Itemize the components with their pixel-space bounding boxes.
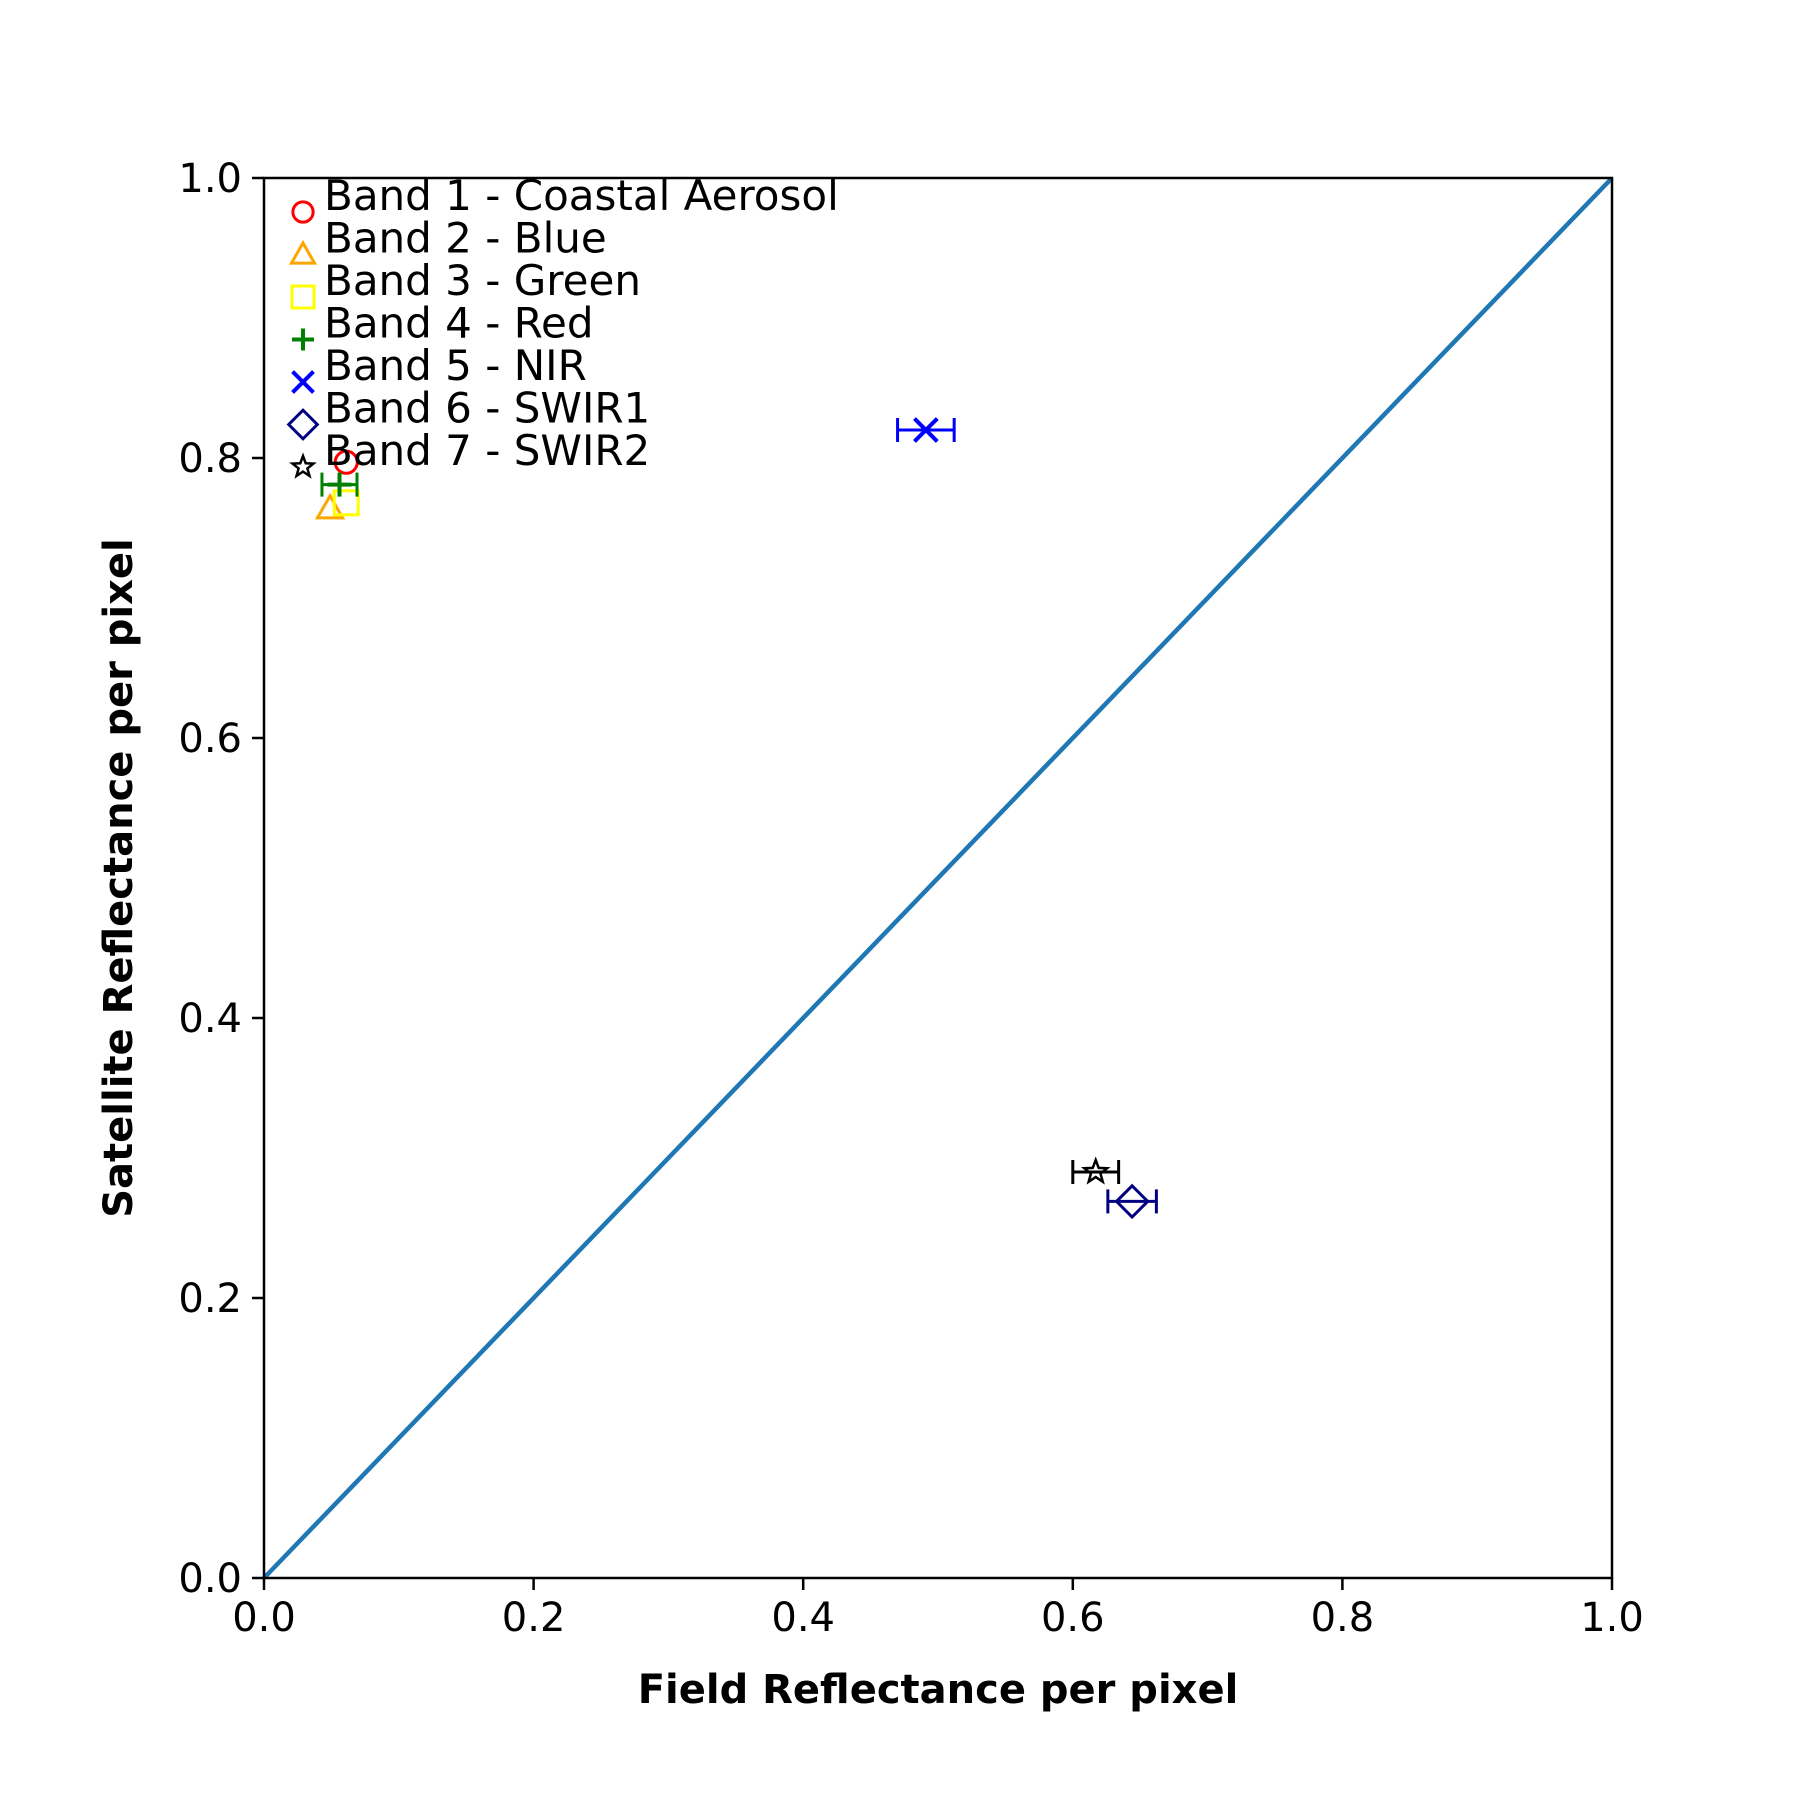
legend-marker-triangle — [288, 239, 318, 265]
data-points-layer — [314, 417, 1158, 1220]
reference-line-layer — [262, 176, 1614, 1580]
y-tick-label: 0.8 — [178, 436, 242, 482]
legend-label: Band 3 - Green — [324, 256, 641, 305]
legend-item-1: Band 1 - Coastal Aerosol — [291, 171, 839, 224]
data-point-1 — [333, 449, 359, 475]
legend-marker-x — [291, 370, 315, 394]
data-point-2 — [314, 492, 346, 520]
y-axis-label: Satellite Reflectance per pixel — [96, 538, 142, 1218]
marker-x — [913, 417, 939, 443]
legend-item-5: Band 5 - NIR — [291, 341, 587, 394]
legend-label: Band 4 - Red — [324, 299, 594, 348]
data-point-4 — [320, 472, 359, 497]
y-tick-label: 1.0 — [178, 156, 242, 202]
y-tick-label: 0.4 — [178, 996, 242, 1042]
marker-diamond — [1114, 1183, 1150, 1220]
legend-label: Band 5 - NIR — [324, 341, 587, 390]
legend-marker-circle — [291, 200, 315, 224]
x-tick-label: 0.0 — [232, 1595, 296, 1641]
marker-square — [332, 489, 360, 517]
x-tick-label: 0.2 — [502, 1595, 566, 1641]
x-axis-label: Field Reflectance per pixel — [638, 1667, 1239, 1713]
legend-item-6: Band 6 - SWIR1 — [286, 384, 650, 441]
legend-label: Band 2 - Blue — [324, 214, 607, 263]
legend-item-2: Band 2 - Blue — [288, 214, 607, 265]
marker-circle — [333, 449, 359, 475]
marker-triangle — [314, 492, 346, 520]
legend-marker-square — [290, 284, 316, 310]
legend-item-4: Band 4 - Red — [292, 299, 594, 351]
legend-marker-diamond — [286, 408, 320, 441]
marker-plus — [327, 472, 352, 497]
legend-marker-plus — [292, 328, 314, 351]
x-tick-label: 1.0 — [1580, 1595, 1644, 1641]
x-tick-label: 0.8 — [1311, 1595, 1375, 1641]
plot-area-frame — [262, 176, 1614, 1580]
x-tick-label: 0.4 — [771, 1595, 835, 1641]
marker-star — [1080, 1156, 1111, 1185]
y-tick-label: 0.6 — [178, 716, 242, 762]
data-point-3 — [332, 489, 360, 517]
reference-line — [262, 176, 1614, 1580]
axis-ticks-layer: 0.0 0.2 0.4 0.6 0.8 1.0 0.0 0.2 0.4 0.6 0.8 1.0 — [178, 156, 1643, 1641]
data-point-7 — [1071, 1156, 1121, 1185]
legend-label: Band 1 - Coastal Aerosol — [324, 171, 839, 220]
legend-marker-star — [289, 452, 317, 479]
data-point-6 — [1106, 1183, 1158, 1220]
data-point-5 — [896, 417, 956, 443]
legend-item-7: Band 7 - SWIR2 — [289, 426, 650, 479]
legend-item-3: Band 3 - Green — [290, 256, 641, 310]
y-tick-label: 0.2 — [178, 1276, 242, 1322]
legend-label: Band 6 - SWIR1 — [324, 384, 650, 433]
y-tick-label: 0.0 — [178, 1556, 242, 1602]
legend-label: Band 7 - SWIR2 — [324, 426, 650, 475]
x-tick-label: 0.6 — [1041, 1595, 1105, 1641]
